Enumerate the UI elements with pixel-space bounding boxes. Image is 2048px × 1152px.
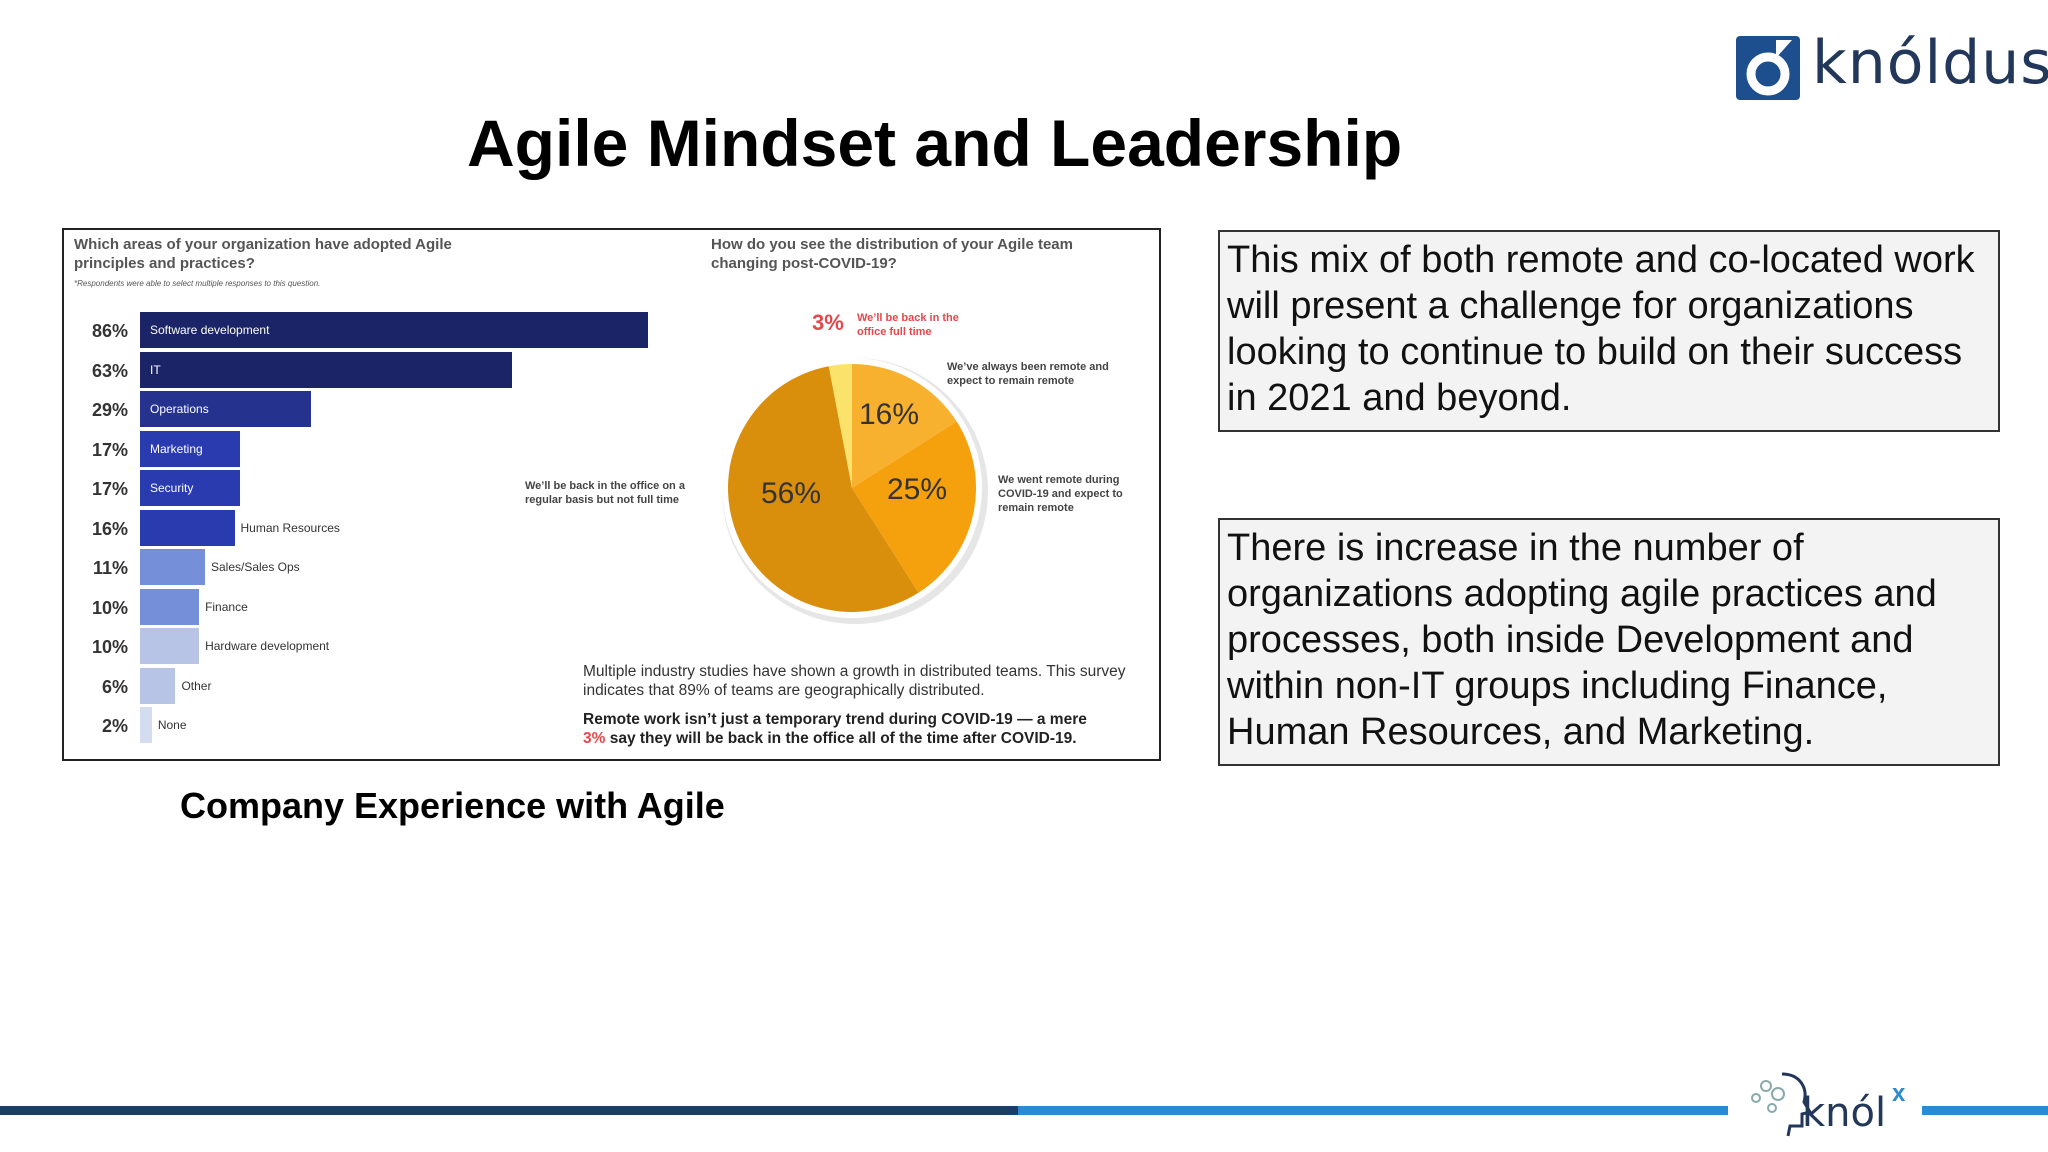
footer-rule-light (1018, 1106, 1728, 1115)
knoldus-logo-text: knóldus (1812, 28, 2048, 98)
textbox-remote-mix: This mix of both remote and co-located w… (1218, 230, 2000, 432)
pie-callout-back-regular: We’ll be back in the office on a regular… (525, 480, 685, 506)
remote-work-text-a: Remote work isn’t just a temporary trend… (583, 711, 1087, 728)
bar (140, 509, 235, 546)
bar-category-label: Security (150, 481, 194, 495)
bar-category-label: Operations (150, 402, 209, 416)
bar (140, 312, 648, 348)
bar-value-label: 6% (101, 676, 128, 697)
bar-category-label: Finance (205, 599, 248, 614)
pie-chart-question: How do you see the distribution of your … (711, 236, 1073, 272)
bar (140, 588, 200, 625)
pie-slice (828, 364, 852, 488)
pie-slice (727, 366, 919, 612)
pie-callout-went-remote: We went remote during COVID-19 and expec… (998, 474, 1123, 514)
bar-category-label: Other (181, 678, 212, 693)
pie-callout-always-remote: We’ve always been remote and expect to r… (947, 361, 1109, 387)
remote-work-pct: 3% (583, 730, 606, 747)
bar-value-label: 86% (91, 321, 128, 341)
pie-chart (722, 358, 988, 624)
survey-figure: Which areas of your organization have ad… (62, 228, 1161, 761)
knoldus-logo-mark-icon (1736, 36, 1800, 100)
bar (140, 470, 241, 506)
bar-category-label: None (157, 718, 187, 732)
bar (140, 628, 200, 664)
knolx-logo: knól x (1730, 1052, 1922, 1152)
remote-work-text-b: say they will be back in the office all … (609, 730, 1077, 747)
bar-value-label: 17% (91, 439, 128, 460)
bar (140, 707, 152, 743)
bar-value-label: 11% (92, 558, 128, 578)
slide-title: Agile Mindset and Leadership (467, 106, 1403, 180)
bar (140, 351, 513, 388)
bar-value-label: 63% (91, 360, 128, 381)
bar-category-label: Sales/Sales Ops (210, 560, 300, 574)
bar-value-label: 17% (91, 479, 128, 499)
pie-label-56pct: 56% (761, 477, 822, 510)
bar-category-label: IT (150, 362, 161, 377)
bar-category-label: Human Resources (240, 520, 340, 535)
knolx-logo-sup: x (1892, 1080, 1906, 1107)
pie-slice (852, 364, 957, 488)
textbox-agile-adoption: There is increase in the number of organ… (1218, 518, 2000, 766)
pie-callout-office-full-time: We’ll be back in the office full time (857, 312, 959, 338)
bar (140, 667, 176, 704)
bar-category-label: Hardware development (205, 639, 330, 653)
pie-label-3pct: 3% (812, 310, 844, 335)
bar-value-label: 10% (91, 637, 128, 657)
remote-work-text: Remote work isn’t just a temporary trend… (583, 710, 1153, 748)
pie-label-25pct: 25% (887, 473, 948, 506)
bar-category-label: Marketing (150, 441, 203, 456)
knolx-head-icon (1751, 1072, 1813, 1137)
bar-value-label: 16% (91, 518, 128, 539)
study-text: Multiple industry studies have shown a g… (583, 663, 1126, 699)
bar (140, 430, 241, 467)
bar-value-label: 29% (91, 400, 128, 420)
pie-label-16pct: 16% (859, 398, 920, 431)
bar (140, 549, 205, 585)
pie-slice (852, 421, 977, 593)
knolx-logo-text: knól (1802, 1090, 1887, 1136)
knoldus-logo: knóldus (1734, 28, 2048, 104)
footer-rule-dark (0, 1106, 1018, 1115)
figure-caption: Company Experience with Agile (180, 785, 725, 826)
bar-value-label: 2% (101, 716, 128, 736)
bar-chart-footnote: *Respondents were able to select multipl… (74, 279, 321, 288)
bar-value-label: 10% (91, 597, 128, 618)
bar (140, 391, 312, 427)
footer-rule-light-right (1922, 1106, 2048, 1115)
bar-chart-question: Which areas of your organization have ad… (74, 236, 452, 272)
bar-category-label: Software development (150, 323, 270, 337)
